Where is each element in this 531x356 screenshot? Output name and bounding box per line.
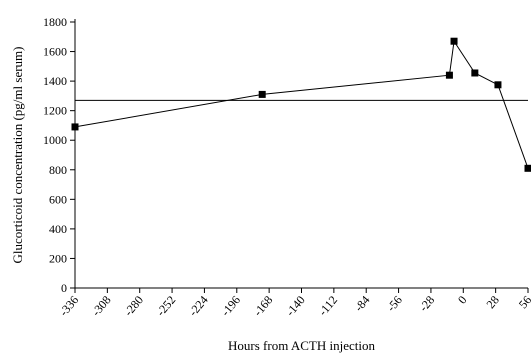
axes bbox=[74, 19, 528, 289]
y-tick-label: 1200 bbox=[43, 104, 67, 118]
x-ticks: -336 -308 -280 -252 -224 -196 -168 -140 -112 -84-… bbox=[56, 288, 531, 319]
x-tick-label: -28 bbox=[416, 293, 437, 314]
x-tick-label: -168 bbox=[251, 293, 276, 319]
x-axis-title: Hours from ACTH injection bbox=[228, 338, 375, 353]
x-tick-label: -112 bbox=[316, 293, 341, 319]
x-tick-label: 56 bbox=[516, 293, 531, 311]
data-point bbox=[524, 164, 531, 172]
y-tick-label: 1600 bbox=[43, 45, 67, 59]
y-tick-label: 400 bbox=[49, 222, 67, 236]
data-point bbox=[471, 69, 479, 77]
x-tick-label: -140 bbox=[283, 293, 308, 319]
data-point bbox=[258, 90, 266, 98]
x-tick-label: -196 bbox=[218, 293, 243, 319]
data-point bbox=[71, 123, 79, 131]
x-tick-label: 0 bbox=[455, 293, 470, 307]
x-tick-label: -308 bbox=[89, 293, 114, 319]
data-point bbox=[494, 81, 502, 89]
x-tick-label: 28 bbox=[484, 293, 502, 311]
series-line bbox=[74, 39, 529, 169]
x-tick-label: -336 bbox=[56, 293, 81, 319]
x-tick-label: -280 bbox=[121, 293, 146, 319]
y-tick-label: 1800 bbox=[43, 15, 67, 29]
y-ticks: 0 200 400 600 800 1000 1200 1400 1600 1800 bbox=[43, 15, 75, 295]
data-point bbox=[450, 37, 458, 45]
y-tick-label: 0 bbox=[61, 281, 67, 295]
x-tick-label: -252 bbox=[154, 293, 179, 319]
y-tick-label: 1400 bbox=[43, 74, 67, 88]
y-axis-title: Glucorticoid concentration (pg/ml serum) bbox=[10, 47, 25, 264]
data-point bbox=[445, 71, 453, 79]
y-tick-label: 200 bbox=[49, 251, 67, 265]
series-layer bbox=[71, 37, 531, 172]
x-tick-label: -224 bbox=[186, 293, 211, 319]
y-tick-label: 800 bbox=[49, 163, 67, 177]
y-tick-label: 1000 bbox=[43, 133, 67, 147]
y-tick-label: 600 bbox=[49, 192, 67, 206]
x-tick-label: -56 bbox=[384, 293, 405, 314]
x-tick-label: -84 bbox=[352, 293, 373, 314]
